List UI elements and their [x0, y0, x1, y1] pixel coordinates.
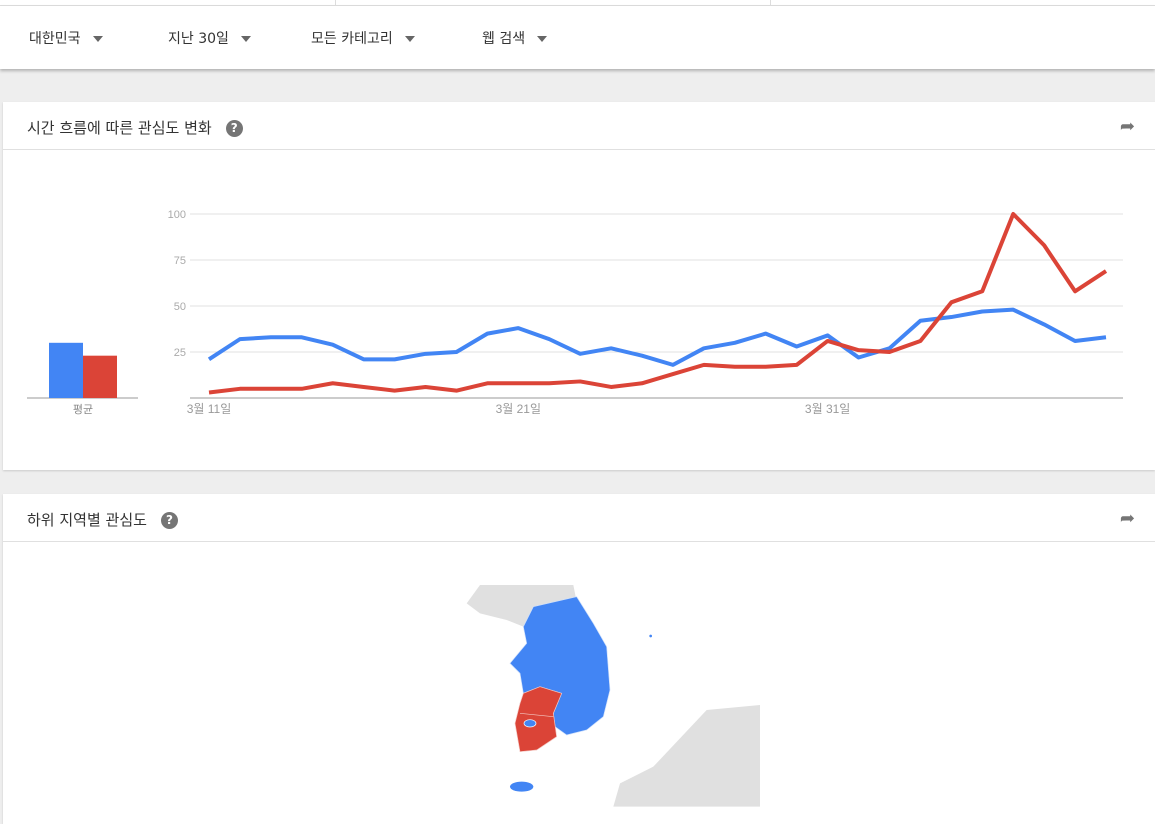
y-tick-label: 100 [168, 209, 186, 221]
x-tick-label: 3월 21일 [496, 402, 541, 416]
y-tick-label: 25 [174, 347, 186, 359]
share-icon[interactable]: ➦ [1119, 508, 1135, 529]
help-icon[interactable]: ? [160, 512, 178, 529]
interest-chart: 100 75 50 25 3월 11일 3월 21일 3월 31일 평균 [27, 209, 1123, 416]
map-north-korea [466, 585, 577, 627]
region-filter-label: 대한민국 [29, 31, 81, 47]
card-title: 하위 지역별 관심도 [27, 511, 147, 529]
map-gwangju[interactable] [523, 719, 537, 728]
x-tick-label: 3월 11일 [187, 402, 232, 416]
average-bar-2 [83, 355, 117, 398]
series-line-1 [207, 307, 1107, 367]
share-icon[interactable]: ➦ [1119, 116, 1135, 137]
filter-bar: 대한민국 지난 30일 모든 카테고리 웹 검색 [0, 6, 1155, 69]
map-jeju[interactable] [510, 781, 534, 792]
map-japan [613, 705, 760, 807]
top-strip [0, 0, 1155, 6]
card-header: 하위 지역별 관심도? ➦ [3, 494, 1155, 542]
category-filter-label: 모든 카테고리 [311, 31, 393, 47]
map-region-red[interactable] [514, 686, 563, 753]
time-filter[interactable]: 지난 30일 [168, 28, 251, 48]
y-tick-label: 75 [174, 255, 186, 267]
dropdown-caret-icon [404, 36, 415, 42]
average-bar-1 [49, 342, 83, 398]
search-type-filter-label: 웹 검색 [482, 31, 526, 47]
dropdown-caret-icon [537, 36, 548, 42]
card-header: 시간 흐름에 따른 관심도 변화? ➦ [3, 102, 1155, 150]
time-filter-label: 지난 30일 [168, 31, 229, 47]
y-tick-label: 50 [174, 301, 186, 313]
search-type-filter[interactable]: 웹 검색 [482, 28, 548, 48]
card-title: 시간 흐름에 따른 관심도 변화 [27, 119, 212, 137]
average-label: 평균 [73, 403, 93, 416]
category-filter[interactable]: 모든 카테고리 [311, 28, 415, 48]
region-map [466, 585, 760, 807]
help-icon[interactable]: ? [225, 120, 243, 137]
interest-over-time-card: 시간 흐름에 따른 관심도 변화? ➦ [3, 102, 1155, 470]
dropdown-caret-icon [240, 36, 251, 42]
series-line-2 [208, 212, 1108, 395]
region-filter[interactable]: 대한민국 [29, 28, 103, 48]
x-tick-label: 3월 31일 [805, 402, 850, 416]
dropdown-caret-icon [92, 36, 103, 42]
